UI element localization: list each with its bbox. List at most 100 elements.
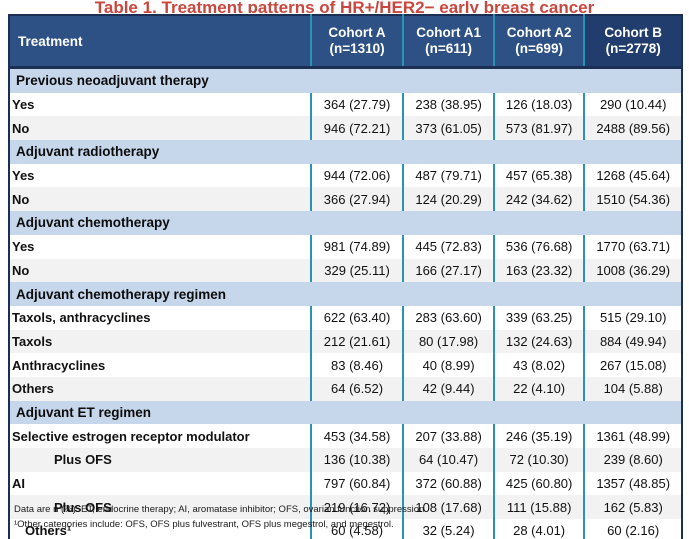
value-cell: 207 (33.88) [402,424,494,448]
value-cell: 28 (4.01) [492,519,585,539]
value-cell: 487 (79.71) [402,163,494,188]
value-cell: 372 (60.88) [402,471,494,496]
section-label: Previous neoadjuvant therapy [9,67,682,93]
cohort-name: Cohort A [328,25,386,40]
table-row: Plus OFS 136 (10.38) 64 (10.47) 72 (10.3… [9,448,682,472]
cohort-n: (n=699) [515,41,563,56]
value-cell: 515 (29.10) [583,305,682,330]
value-cell: 339 (63.25) [492,305,585,330]
table-row: No 366 (27.94) 124 (20.29) 242 (34.62) 1… [9,187,682,212]
table-row: Plus OFS 219 (16.72) 108 (17.68) 111 (15… [9,495,682,520]
value-cell: 72 (10.30) [492,448,585,472]
section-label: Adjuvant chemotherapy regimen [9,282,682,306]
value-cell: 32 (5.24) [402,519,494,539]
column-header-cohort: Cohort A (n=1310) [309,15,404,69]
section-label: Adjuvant ET regimen [9,400,682,425]
row-label: Taxols, anthracyclines [12,310,151,326]
table-row: Anthracyclines 83 (8.46) 40 (8.99) 43 (8… [9,353,682,377]
footnote-other-categories: ¹Other categories include: OFS, OFS plus… [14,518,394,530]
table-row: Selective estrogen receptor modulator 45… [9,424,682,448]
value-cell: 40 (8.99) [402,353,494,377]
value-cell: 242 (34.62) [492,187,585,212]
value-cell: 1357 (48.85) [583,471,682,496]
cohort-n: (n=611) [425,41,473,56]
cohort-name: Cohort B [604,25,663,40]
cohort-n: (n=1310) [329,41,385,56]
row-label: Yes [12,168,35,184]
value-cell: 42 (9.44) [402,376,494,401]
value-cell: 219 (16.72) [309,495,404,520]
value-cell: 60 (2.16) [583,519,682,539]
table-title-clipped: Table 1. Treatment patterns of HR+/HER2−… [0,0,689,13]
value-cell: 1361 (48.99) [583,424,682,448]
table-body: Previous neoadjuvant therapy Yes 364 (27… [9,67,682,539]
value-cell: 1268 (45.64) [583,163,682,188]
table-row: No 329 (25.11) 166 (27.17) 163 (23.32) 1… [9,258,682,283]
value-cell: 329 (25.11) [309,258,404,283]
value-cell: 2488 (89.56) [583,116,682,141]
section-header-row: Adjuvant chemotherapy regimen [9,282,682,306]
table-title: Table 1. Treatment patterns of HR+/HER2−… [94,0,595,13]
value-cell: 425 (60.80) [492,471,585,496]
value-cell: 457 (65.38) [492,163,585,188]
row-label: Taxols [12,333,53,349]
column-header-cohort: Cohort A1 (n=611) [402,15,494,69]
table-row: Yes 981 (74.89) 445 (72.83) 536 (76.68) … [9,234,682,259]
row-label: No [12,120,30,136]
value-cell: 366 (27.94) [309,187,404,212]
value-cell: 163 (23.32) [492,258,585,283]
value-cell: 43 (8.02) [492,353,585,377]
value-cell: 946 (72.21) [309,116,404,141]
value-cell: 212 (21.61) [309,329,404,354]
column-header-cohort: Cohort A2 (n=699) [492,15,585,69]
row-label: Yes [12,97,35,113]
value-cell: 80 (17.98) [402,329,494,354]
column-header-cohort: Cohort B (n=2778) [583,15,682,69]
table-row: Others 64 (6.52) 42 (9.44) 22 (4.10) 104… [9,376,682,401]
row-label: No [12,191,30,207]
value-cell: 60 (4.58) [309,519,404,539]
value-cell: 132 (24.63) [492,329,585,354]
row-label: Anthracyclines [12,357,106,373]
value-cell: 166 (27.17) [402,258,494,283]
row-label: Selective estrogen receptor modulator [12,428,250,444]
table-row: AI 797 (60.84) 372 (60.88) 425 (60.80) 1… [9,471,682,496]
value-cell: 124 (20.29) [402,187,494,212]
row-label: Others [12,381,54,397]
value-cell: 111 (15.88) [492,495,585,520]
table-row: No 946 (72.21) 373 (61.05) 573 (81.97) 2… [9,116,682,141]
value-cell: 364 (27.79) [309,92,404,117]
treatment-table: Treatment Cohort A (n=1310) Cohort A1 (n… [8,14,683,539]
value-cell: 239 (8.60) [583,448,682,472]
section-header-row: Previous neoadjuvant therapy [9,67,682,93]
value-cell: 373 (61.05) [402,116,494,141]
section-label: Adjuvant radiotherapy [9,140,682,164]
value-cell: 108 (17.68) [402,495,494,520]
value-cell: 884 (49.94) [583,329,682,354]
section-header-row: Adjuvant ET regimen [9,400,682,425]
row-label: Plus OFS [54,499,112,515]
value-cell: 573 (81.97) [492,116,585,141]
row-label: No [12,262,30,278]
value-cell: 64 (10.47) [402,448,494,472]
section-header-row: Adjuvant radiotherapy [9,140,682,164]
section-label: Adjuvant chemotherapy [9,211,682,235]
value-cell: 536 (76.68) [492,234,585,259]
value-cell: 64 (6.52) [309,376,404,401]
value-cell: 136 (10.38) [309,448,404,472]
cohort-name: Cohort A1 [416,25,481,40]
value-cell: 981 (74.89) [309,234,404,259]
cohort-name: Cohort A2 [506,25,572,40]
value-cell: 1510 (54.36) [583,187,682,212]
table-row: Others¹ 60 (4.58) 32 (5.24) 28 (4.01) 60… [9,519,682,539]
value-cell: 267 (15.08) [583,353,682,377]
cohort-n: (n=2778) [605,41,661,56]
value-cell: 83 (8.46) [309,353,404,377]
value-cell: 162 (5.83) [583,495,682,520]
table-row: Yes 364 (27.79) 238 (38.95) 126 (18.03) … [9,92,682,117]
value-cell: 944 (72.06) [309,163,404,188]
value-cell: 445 (72.83) [402,234,494,259]
section-header-row: Adjuvant chemotherapy [9,211,682,235]
value-cell: 622 (63.40) [309,305,404,330]
